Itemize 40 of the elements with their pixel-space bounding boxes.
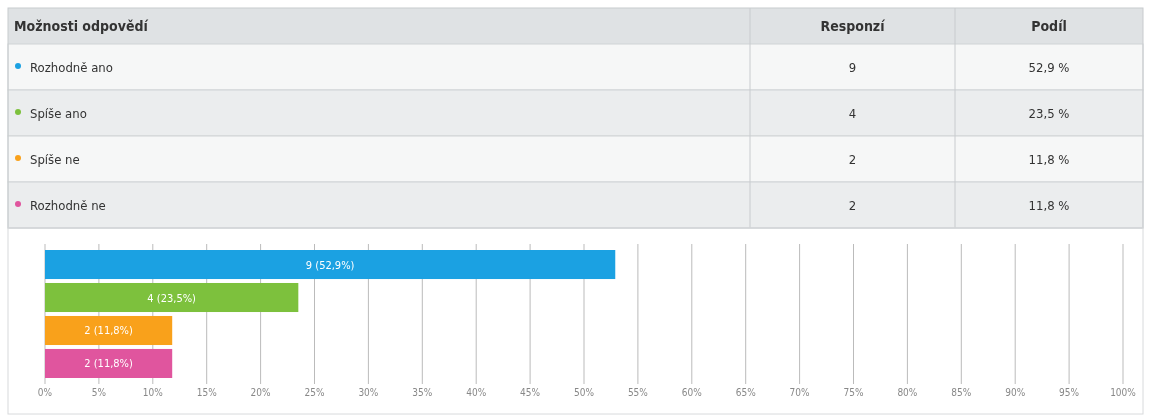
x-tick-label: 75% <box>843 387 864 398</box>
text: 23,5 % <box>1028 106 1070 121</box>
x-tick-label: 95% <box>1059 387 1080 398</box>
text: 11,8 % <box>1028 152 1070 167</box>
x-tick-label: 15% <box>196 387 218 398</box>
legend-label: Rozhodně ano <box>30 60 113 75</box>
text: 4 <box>848 106 857 121</box>
x-tick-label: 10% <box>142 387 164 398</box>
text: 9 <box>848 60 857 75</box>
text: 52,9 % <box>1028 60 1070 75</box>
x-tick-label: 100% <box>1110 387 1137 398</box>
text: Možnosti odpovědí <box>14 18 149 34</box>
text: 2 <box>848 198 857 213</box>
legend-label: Rozhodně ne <box>30 198 106 213</box>
x-tick-label: 0% <box>37 387 53 398</box>
x-tick-label: 45% <box>520 387 541 398</box>
data-label: 2 (11,8%) <box>84 324 134 338</box>
x-tick-label: 5% <box>91 387 107 398</box>
text: 2 <box>848 152 857 167</box>
x-tick-label: 70% <box>789 387 811 398</box>
x-tick-label: 35% <box>412 387 433 398</box>
x-tick-label: 25% <box>304 387 325 398</box>
x-tick-label: 65% <box>735 387 757 398</box>
x-tick-label: 80% <box>897 387 918 398</box>
x-tick-label: 50% <box>574 387 595 398</box>
x-tick-label: 85% <box>951 387 972 398</box>
x-tick-label: 55% <box>627 387 649 398</box>
data-label: 4 (23,5%) <box>147 291 197 305</box>
text: Responzí <box>820 18 886 34</box>
data-label: 9 (52,9%) <box>305 258 355 272</box>
legend-label: Spíše ano <box>30 106 87 121</box>
x-tick-label: 30% <box>358 387 379 398</box>
text: 11,8 % <box>1028 198 1070 213</box>
data-label: 2 (11,8%) <box>84 357 134 371</box>
legend-label: Spíše ne <box>30 152 80 167</box>
x-tick-label: 60% <box>681 387 703 398</box>
text: Podíl <box>1031 18 1067 34</box>
x-tick-label: 90% <box>1005 387 1026 398</box>
x-tick-label: 20% <box>250 387 272 398</box>
x-tick-label: 40% <box>466 387 487 398</box>
